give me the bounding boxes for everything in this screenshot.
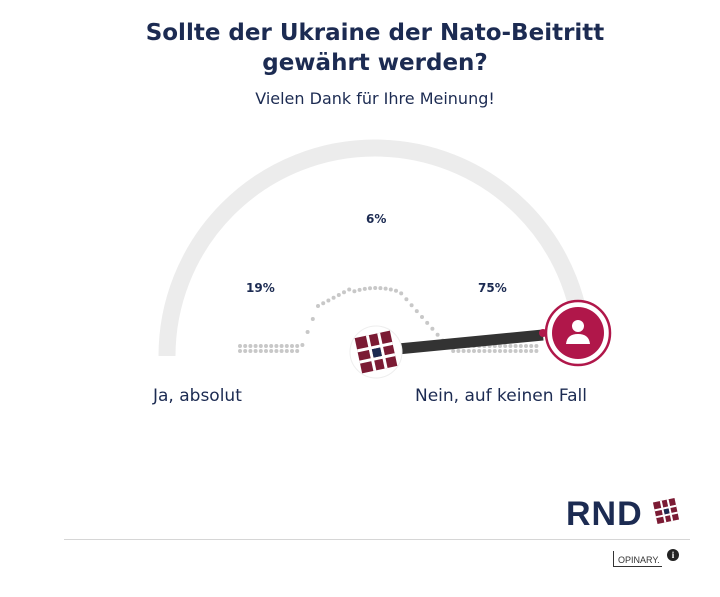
distribution-dot — [274, 344, 279, 348]
distribution-dot — [435, 332, 440, 337]
distribution-dot — [456, 349, 461, 353]
distribution-dot — [243, 344, 248, 348]
distribution-dot — [508, 344, 513, 348]
distribution-dot — [316, 304, 320, 308]
distribution-dot — [331, 295, 336, 300]
distribution-dot — [409, 303, 414, 308]
distribution-dot — [472, 349, 476, 353]
distribution-dot — [253, 344, 258, 348]
distribution-dot — [300, 343, 305, 347]
distribution-dot — [482, 349, 487, 353]
distribution-dot — [518, 344, 523, 348]
poll-subtitle: Vielen Dank für Ihre Meinung! — [255, 89, 495, 108]
distribution-dot — [534, 349, 539, 353]
distribution-dot — [529, 349, 534, 353]
opinary-brand[interactable]: OPINARY. — [613, 551, 662, 567]
distribution-dot — [399, 291, 404, 296]
distribution-dot — [279, 349, 284, 353]
distribution-dot — [451, 349, 456, 353]
distribution-dot — [529, 344, 534, 348]
rnd-logo: RND — [566, 495, 643, 533]
user-silhouette-icon — [566, 320, 590, 344]
distribution-dot — [342, 290, 346, 295]
distribution-dot — [388, 287, 393, 292]
distribution-dot — [243, 349, 248, 353]
distribution-dot — [305, 330, 310, 334]
distribution-dot — [368, 286, 372, 291]
poll-title-line-2: gewährt werden? — [262, 50, 488, 76]
distribution-dot — [357, 287, 362, 292]
rnd-grid-icon[interactable] — [349, 325, 403, 379]
distribution-dot — [461, 349, 466, 353]
footer-divider — [64, 539, 690, 540]
gauge-track — [158, 139, 592, 357]
distribution-dot — [414, 309, 419, 314]
pct-label-middle: 6% — [366, 212, 387, 226]
distribution-dot — [248, 344, 253, 348]
poll-title: Sollte der Ukraine der Nato-Beitritt gew… — [0, 18, 720, 78]
distribution-dot — [492, 349, 497, 353]
distribution-dot — [264, 349, 268, 353]
distribution-dot — [238, 349, 242, 353]
distribution-dot — [503, 344, 508, 348]
distribution-dot — [404, 297, 409, 302]
distribution-dot — [503, 349, 508, 353]
distribution-dot — [524, 349, 528, 353]
distribution-dot — [362, 286, 367, 291]
distribution-dot — [498, 344, 502, 348]
distribution-dot — [264, 344, 268, 348]
distribution-dot — [238, 344, 242, 348]
distribution-dot — [295, 344, 300, 348]
distribution-dot — [513, 349, 518, 353]
distribution-dot — [498, 349, 502, 353]
distribution-dot — [269, 349, 274, 353]
distribution-dot — [253, 349, 258, 353]
user-vote-marker[interactable] — [544, 299, 612, 367]
distribution-dot — [524, 344, 528, 348]
distribution-dot — [477, 349, 482, 353]
distribution-dot — [284, 349, 289, 353]
distribution-dot — [425, 320, 430, 325]
needle[interactable] — [376, 329, 544, 357]
info-icon[interactable]: i — [667, 549, 679, 561]
distribution-dot — [373, 286, 378, 290]
distribution-dot — [383, 286, 388, 291]
distribution-dot — [513, 344, 518, 348]
distribution-dot — [295, 349, 300, 353]
distribution-dot — [248, 349, 253, 353]
distribution-dot — [290, 349, 294, 353]
distribution-dot — [274, 349, 279, 353]
distribution-dot — [310, 317, 315, 321]
scale-label-right: Nein, auf keinen Fall — [415, 386, 587, 406]
distribution-dot — [258, 349, 263, 353]
distribution-dot — [258, 344, 263, 348]
distribution-dot — [518, 349, 523, 353]
distribution-dot — [279, 344, 284, 348]
scale-label-left: Ja, absolut — [153, 386, 242, 406]
distribution-dot — [430, 326, 435, 331]
distribution-dot — [269, 344, 274, 348]
distribution-dot — [508, 349, 513, 353]
pct-label-right: 75% — [478, 281, 507, 295]
distribution-dot — [352, 289, 357, 294]
distribution-dot — [487, 349, 492, 353]
distribution-dot — [321, 301, 326, 306]
distribution-dot — [347, 287, 352, 292]
distribution-dot — [326, 298, 331, 303]
distribution-dot — [378, 286, 383, 291]
pct-label-left: 19% — [246, 281, 275, 295]
rnd-logo-grid-icon — [652, 497, 680, 525]
distribution-dot — [394, 288, 398, 293]
distribution-dot — [336, 293, 341, 297]
distribution-dot — [284, 344, 289, 348]
distribution-dot — [466, 349, 471, 353]
distribution-dot — [420, 315, 424, 319]
distribution-dot — [534, 344, 539, 348]
distribution-dot — [290, 344, 294, 348]
poll-title-line-1: Sollte der Ukraine der Nato-Beitritt — [145, 20, 605, 46]
